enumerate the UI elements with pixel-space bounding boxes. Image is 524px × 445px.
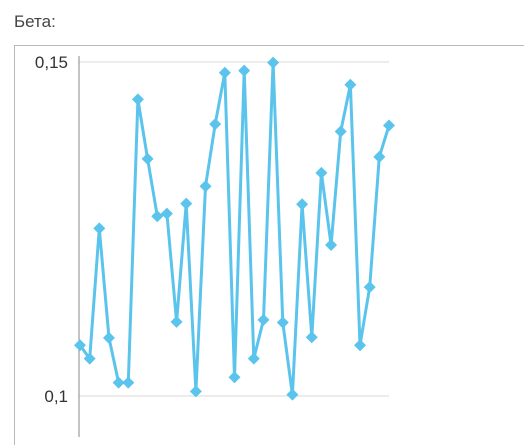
data-point-12 bbox=[189, 385, 202, 398]
data-point-0 bbox=[74, 339, 86, 352]
data-point-2 bbox=[93, 222, 106, 235]
series-line bbox=[78, 61, 391, 397]
data-point-5 bbox=[122, 376, 135, 389]
series-markers bbox=[74, 56, 395, 401]
data-point-21 bbox=[276, 316, 289, 329]
y-tick-label-1: 0,1 bbox=[44, 387, 68, 406]
data-point-14 bbox=[209, 118, 222, 131]
data-point-31 bbox=[373, 150, 386, 163]
data-point-9 bbox=[160, 207, 173, 220]
data-point-3 bbox=[102, 331, 115, 344]
data-point-11 bbox=[180, 197, 193, 210]
data-point-29 bbox=[354, 339, 367, 352]
field-label: Бета: bbox=[14, 12, 56, 31]
data-point-19 bbox=[257, 313, 270, 326]
data-point-25 bbox=[315, 166, 328, 179]
data-point-28 bbox=[344, 78, 357, 91]
data-point-23 bbox=[296, 198, 309, 211]
data-point-26 bbox=[325, 239, 338, 252]
y-tick-label-0: 0,15 bbox=[35, 53, 68, 72]
data-point-27 bbox=[334, 125, 347, 138]
data-point-16 bbox=[228, 371, 241, 384]
data-point-10 bbox=[170, 315, 183, 328]
y-tick-labels: 0,15 0,1 bbox=[35, 53, 68, 406]
data-point-18 bbox=[247, 352, 260, 365]
data-point-15 bbox=[218, 66, 231, 79]
data-point-6 bbox=[131, 93, 144, 106]
data-point-17 bbox=[238, 64, 251, 77]
data-point-30 bbox=[363, 281, 376, 294]
data-point-32 bbox=[383, 119, 395, 132]
data-point-13 bbox=[199, 180, 212, 193]
chart-frame bbox=[14, 45, 524, 445]
data-point-8 bbox=[151, 210, 164, 223]
data-point-7 bbox=[141, 152, 154, 165]
data-point-22 bbox=[286, 388, 299, 401]
gridlines bbox=[79, 61, 389, 397]
data-point-20 bbox=[267, 56, 280, 69]
data-point-24 bbox=[305, 331, 318, 344]
data-point-4 bbox=[112, 376, 125, 389]
data-point-1 bbox=[83, 352, 96, 365]
